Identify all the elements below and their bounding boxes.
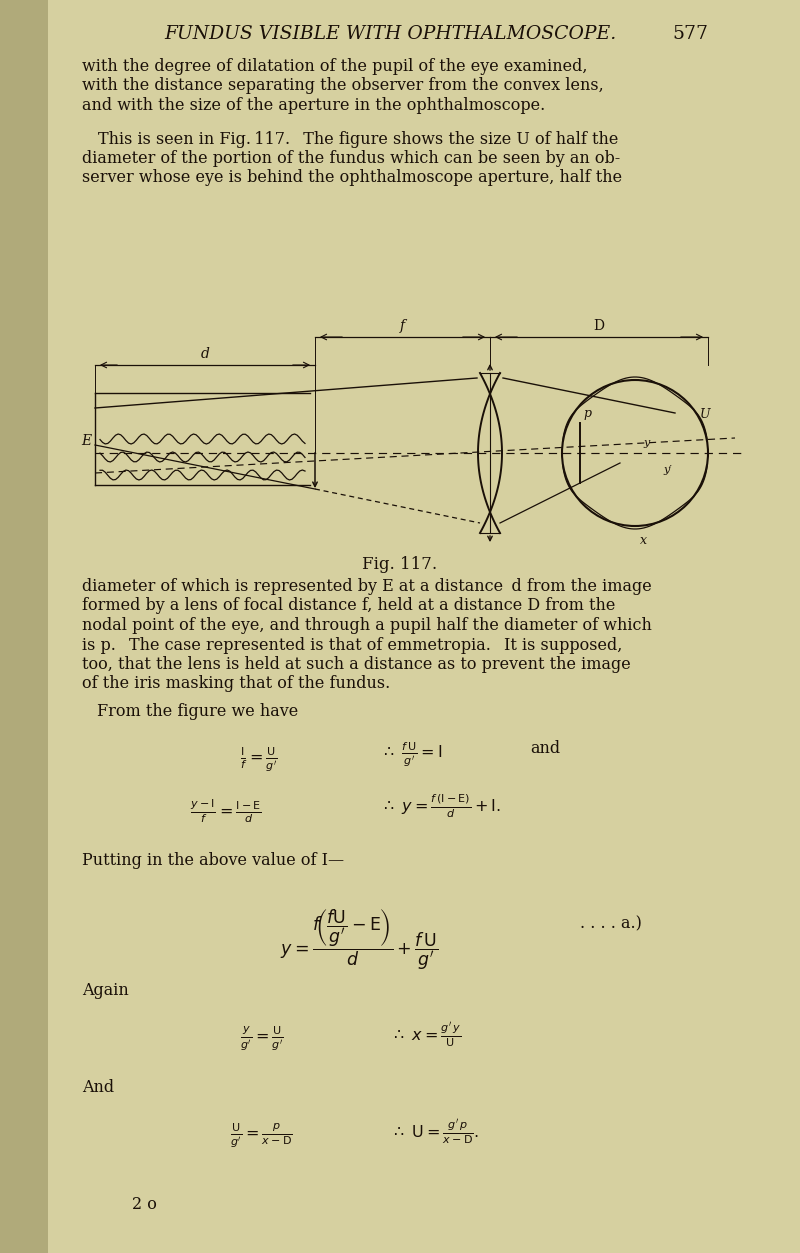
Text: and with the size of the aperture in the ophthalmoscope.: and with the size of the aperture in the…	[82, 96, 546, 114]
Text: $\therefore\ \mathrm{U} = \frac{g^{\prime}\, p}{x - \mathrm{D}}.$: $\therefore\ \mathrm{U} = \frac{g^{\prim…	[390, 1116, 479, 1145]
Text: nodal point of the eye, and through a pupil half the diameter of which: nodal point of the eye, and through a pu…	[82, 616, 652, 634]
Text: server whose eye is behind the ophthalmoscope aperture, half the: server whose eye is behind the ophthalmo…	[82, 169, 622, 187]
Text: $\frac{y}{g^{\prime}} = \frac{\mathrm{U}}{g^{\prime}}$: $\frac{y}{g^{\prime}} = \frac{\mathrm{U}…	[240, 1024, 284, 1053]
Text: Again: Again	[82, 982, 129, 999]
Text: . . . . a.): . . . . a.)	[580, 915, 642, 932]
Text: From the figure we have: From the figure we have	[97, 703, 298, 720]
Text: d: d	[201, 347, 210, 361]
Text: p: p	[583, 407, 591, 420]
Text: U: U	[700, 408, 710, 421]
Text: $\frac{y - \mathrm{I}}{\ \ f\ \ } = \frac{\mathrm{I} - \mathrm{E}}{d}$: $\frac{y - \mathrm{I}}{\ \ f\ \ } = \fra…	[190, 797, 262, 824]
Text: 577: 577	[672, 25, 708, 43]
Text: Putting in the above value of I—: Putting in the above value of I—	[82, 852, 344, 870]
Text: 2 o: 2 o	[132, 1197, 157, 1213]
Text: x: x	[639, 534, 646, 548]
Text: $\frac{\mathrm{U}}{g^{\prime}} = \frac{p}{x - \mathrm{D}}$: $\frac{\mathrm{U}}{g^{\prime}} = \frac{p…	[230, 1121, 293, 1149]
Text: is p.  The case represented is that of emmetropia.  It is supposed,: is p. The case represented is that of em…	[82, 637, 622, 654]
Text: $\therefore\ y = \frac{f\,(\mathrm{I} - \mathrm{E})}{d} + \mathrm{I}.$: $\therefore\ y = \frac{f\,(\mathrm{I} - …	[380, 792, 501, 819]
Text: and: and	[530, 741, 560, 757]
FancyBboxPatch shape	[0, 0, 48, 1253]
Text: FUNDUS VISIBLE WITH OPHTHALMOSCOPE.: FUNDUS VISIBLE WITH OPHTHALMOSCOPE.	[164, 25, 616, 43]
Text: diameter of the portion of the fundus which can be seen by an ob-: diameter of the portion of the fundus wh…	[82, 150, 620, 167]
Text: $\therefore\ x = \frac{g^{\prime}\, y}{\mathrm{U}}$: $\therefore\ x = \frac{g^{\prime}\, y}{\…	[390, 1020, 462, 1049]
Text: $y = \dfrac{f\!\left(\dfrac{f\mathrm{U}}{g^{\prime}} - \mathrm{E}\right)}{d} + \: $y = \dfrac{f\!\left(\dfrac{f\mathrm{U}}…	[280, 907, 438, 972]
Text: with the distance separating the observer from the convex lens,: with the distance separating the observe…	[82, 78, 604, 94]
Text: y: y	[643, 439, 650, 449]
Text: f: f	[400, 320, 405, 333]
Text: E: E	[81, 434, 91, 449]
Text: formed by a lens of focal distance f, held at a distance D from the: formed by a lens of focal distance f, he…	[82, 598, 615, 614]
Text: And: And	[82, 1079, 114, 1096]
Text: D: D	[594, 320, 605, 333]
Text: $\therefore\ \frac{f\,\mathrm{U}}{g^{\prime}} = \mathrm{I}$: $\therefore\ \frac{f\,\mathrm{U}}{g^{\pr…	[380, 741, 442, 768]
Text: diameter of which is represented by E at a distance  d from the image: diameter of which is represented by E at…	[82, 578, 652, 595]
Text: Fig. 117.: Fig. 117.	[362, 556, 438, 573]
Text: too, that the lens is held at such a distance as to prevent the image: too, that the lens is held at such a dis…	[82, 657, 630, 673]
Text: y′: y′	[663, 465, 672, 475]
Text: of the iris masking that of the fundus.: of the iris masking that of the fundus.	[82, 675, 390, 693]
Text: with the degree of dilatation of the pupil of the eye examined,: with the degree of dilatation of the pup…	[82, 58, 587, 75]
Text: $\frac{\mathrm{I}}{f} = \frac{\mathrm{U}}{g^{\prime}}$: $\frac{\mathrm{I}}{f} = \frac{\mathrm{U}…	[240, 746, 278, 773]
Text: This is seen in Fig. 117.  The figure shows the size U of half the: This is seen in Fig. 117. The figure sho…	[82, 130, 618, 148]
